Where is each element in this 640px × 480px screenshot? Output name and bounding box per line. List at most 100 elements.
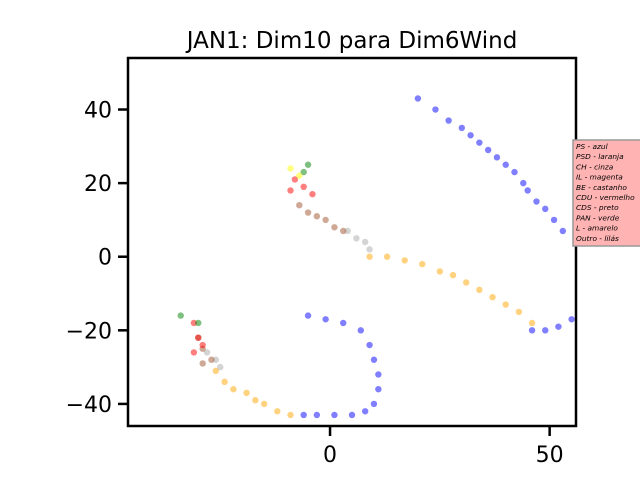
legend-entry: CDU - vermelho <box>576 193 635 202</box>
data-point-ps-27 <box>331 411 338 419</box>
data-point-be-9 <box>199 360 206 367</box>
data-point-ps-5 <box>476 139 483 146</box>
data-point-cdu-3 <box>287 187 294 194</box>
data-point-ps-31 <box>542 327 549 334</box>
y-tick-label: 0 <box>98 246 112 271</box>
data-point-cdu-5 <box>195 334 202 341</box>
data-point-ps-24 <box>370 400 378 408</box>
data-point-ps-26 <box>348 411 356 419</box>
data-point-ps-2 <box>445 117 452 124</box>
data-point-cdu-1 <box>300 183 307 190</box>
data-point-cdu-7 <box>190 349 198 356</box>
data-point-ch-0 <box>344 227 351 235</box>
data-point-ps-14 <box>550 216 558 224</box>
data-points <box>177 95 575 419</box>
data-point-ps-4 <box>467 132 474 139</box>
data-point-ch-2 <box>361 238 369 246</box>
data-point-psd-8 <box>489 294 496 301</box>
data-point-be-8 <box>208 356 215 363</box>
x-tick-label: 0 <box>323 443 337 468</box>
data-point-psd-13 <box>221 378 228 386</box>
data-point-ps-33 <box>568 316 575 323</box>
data-point-ps-19 <box>357 327 364 334</box>
y-axis-ticks: −40 −20 0 20 40 <box>66 99 128 418</box>
data-point-ps-32 <box>555 323 562 330</box>
data-point-ps-0 <box>414 95 422 102</box>
data-point-cdu-6 <box>199 341 206 349</box>
data-point-l-0 <box>287 165 294 172</box>
data-point-ps-15 <box>559 227 567 235</box>
y-tick-label: 40 <box>84 99 112 124</box>
data-point-psd-1 <box>383 253 391 260</box>
data-point-ps-21 <box>370 356 378 363</box>
data-point-ps-13 <box>542 205 549 213</box>
data-point-ps-7 <box>493 154 501 161</box>
data-point-psd-6 <box>462 279 470 286</box>
data-point-be-4 <box>331 224 338 231</box>
data-point-ch-4 <box>203 349 211 356</box>
data-point-psd-17 <box>260 400 268 408</box>
data-point-l-1 <box>296 172 303 179</box>
data-point-pan-0 <box>300 168 307 176</box>
legend-entry: CH - cinza <box>576 162 614 171</box>
data-point-psd-10 <box>515 308 523 316</box>
data-point-psd-16 <box>252 397 259 404</box>
legend-box <box>572 139 640 247</box>
data-point-ch-6 <box>217 363 224 371</box>
plot-frame <box>126 56 578 428</box>
data-point-be-0 <box>296 202 303 209</box>
data-point-psd-2 <box>401 257 408 264</box>
data-point-ps-6 <box>484 146 492 154</box>
legend-entry: Outro - lilás <box>576 234 619 243</box>
legend-entry: PAN - verde <box>576 213 620 222</box>
data-point-psd-11 <box>528 319 536 327</box>
data-point-cdu-0 <box>291 176 299 183</box>
y-tick-label: −20 <box>66 319 112 344</box>
data-point-ps-10 <box>520 179 527 187</box>
data-point-be-1 <box>304 209 312 216</box>
legend-entry: IL - magenta <box>576 173 623 182</box>
data-point-ps-1 <box>432 106 439 113</box>
data-point-psd-14 <box>230 386 237 393</box>
data-point-psd-18 <box>274 408 281 415</box>
data-point-ps-29 <box>300 411 307 419</box>
legend-entry: PS - azul <box>576 142 609 151</box>
data-point-ps-25 <box>361 408 369 415</box>
data-point-ps-3 <box>458 124 466 132</box>
data-point-ps-12 <box>533 198 540 205</box>
legend-entry: PSD - laranja <box>576 152 624 161</box>
legend-entry: BE - castanho <box>576 183 627 192</box>
y-tick-label: −40 <box>66 393 112 418</box>
data-point-psd-12 <box>212 367 220 374</box>
data-point-ps-28 <box>313 411 321 419</box>
legend-entry: L - amarelo <box>576 224 618 233</box>
data-point-ch-3 <box>366 246 373 253</box>
data-point-psd-4 <box>436 268 444 275</box>
data-point-psd-0 <box>366 253 373 260</box>
data-point-ps-16 <box>304 312 312 319</box>
data-point-be-5 <box>340 227 347 235</box>
data-point-psd-3 <box>419 260 426 268</box>
data-point-ps-17 <box>322 316 329 323</box>
data-point-psd-5 <box>449 271 457 279</box>
chart-title: JAN1: Dim10 para Dim6Wind <box>185 28 518 54</box>
data-point-ps-18 <box>340 319 347 327</box>
data-point-cdu-2 <box>309 190 316 198</box>
data-point-be-2 <box>313 213 321 220</box>
data-point-be-3 <box>322 216 329 224</box>
data-point-ch-5 <box>212 356 220 363</box>
data-point-ps-11 <box>524 187 531 194</box>
data-point-ps-9 <box>511 168 518 176</box>
legend-entry: CDS - preto <box>576 203 619 212</box>
data-point-cdu-4 <box>190 319 198 327</box>
y-tick-label: 20 <box>84 172 112 197</box>
data-point-pan-3 <box>195 319 202 327</box>
data-point-pan-2 <box>177 312 184 319</box>
x-axis-ticks: 0 50 <box>323 426 564 468</box>
data-point-psd-7 <box>476 286 483 294</box>
data-point-ch-1 <box>353 235 360 242</box>
data-point-ps-20 <box>366 341 373 349</box>
data-point-ps-30 <box>528 327 536 334</box>
